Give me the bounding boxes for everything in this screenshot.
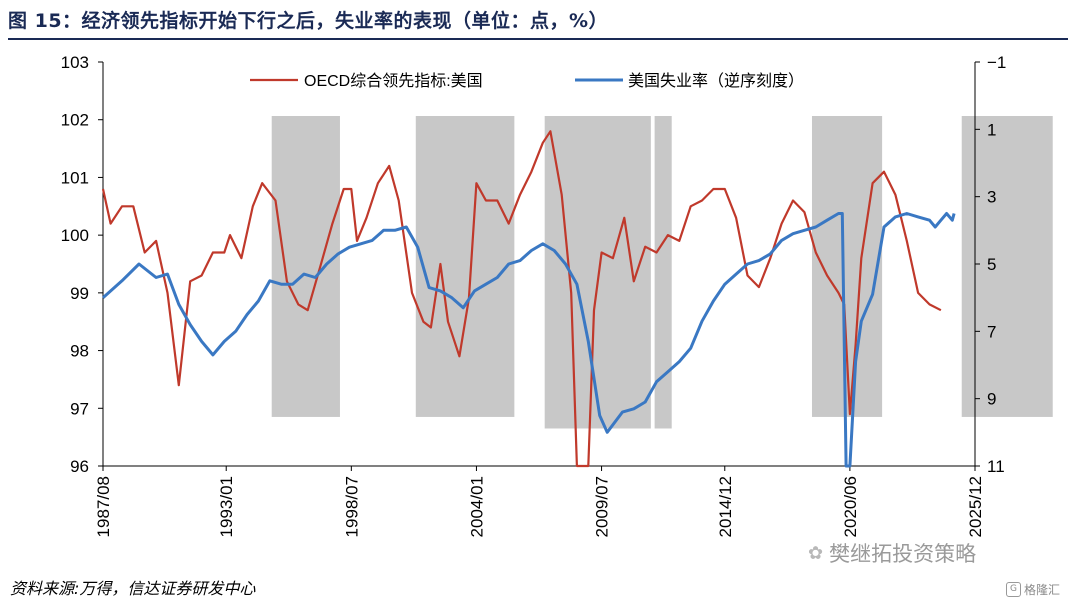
platform-badge: G 格隆汇 bbox=[1006, 581, 1060, 598]
y-left-tick-label-103: 103 bbox=[61, 53, 89, 72]
shaded-periods bbox=[271, 116, 1053, 429]
source-note: 资料来源:万得，信达证券研发中心 bbox=[10, 579, 256, 598]
legend-label-1: OECD综合领先指标:美国 bbox=[304, 72, 483, 90]
series-lines bbox=[101, 130, 956, 468]
watermark: ✿ 樊继拓投资策略 bbox=[808, 538, 976, 568]
y-left-tick-label-98: 98 bbox=[70, 342, 89, 361]
x-tick-label-7: 2020/06 bbox=[841, 476, 860, 537]
chart-axes: 96 97 98 99 100 101 102 103 −1 1 3 5 7 9 11 1987/08 1993… bbox=[61, 53, 1007, 537]
x-tick-label-6: 2014/12 bbox=[716, 476, 735, 537]
y-right-tick-label-7: 7 bbox=[987, 322, 996, 341]
shaded-period-2 bbox=[415, 116, 515, 417]
chart-svg: 96 97 98 99 100 101 102 103 −1 1 3 5 7 9 11 1987/08 1993… bbox=[61, 53, 1053, 537]
title-divider bbox=[8, 38, 1068, 40]
badge-text: 格隆汇 bbox=[1024, 583, 1061, 597]
x-tick-label-8: 2025/12 bbox=[966, 476, 985, 537]
y-left-tick-label-101: 101 bbox=[61, 168, 89, 187]
y-left-tick-label-102: 102 bbox=[61, 111, 89, 130]
x-tick-label-4: 2004/01 bbox=[467, 476, 486, 537]
watermark-text: 樊继拓投资策略 bbox=[829, 542, 977, 566]
unemployment-line bbox=[102, 212, 956, 468]
wechat-icon: ✿ bbox=[808, 542, 824, 564]
legend-label-2: 美国失业率（逆序刻度） bbox=[628, 72, 804, 90]
shaded-period-1 bbox=[271, 116, 340, 417]
x-tick-label-5: 2009/07 bbox=[593, 476, 612, 537]
shaded-period-4 bbox=[654, 116, 672, 429]
x-tick-label-1: 1987/08 bbox=[94, 476, 113, 537]
x-tick-label-3: 1998/07 bbox=[342, 476, 361, 537]
y-right-tick-label-5: 5 bbox=[987, 255, 996, 274]
y-right-tick-label-3: 3 bbox=[987, 188, 996, 207]
shaded-period-6 bbox=[961, 116, 1053, 417]
y-right-tick-label-1: 1 bbox=[987, 120, 996, 139]
gelonghui-icon: G bbox=[1006, 582, 1021, 597]
y-right-tick-label-neg1: −1 bbox=[987, 53, 1006, 72]
y-right-tick-label-11: 11 bbox=[987, 457, 1005, 476]
shaded-period-3 bbox=[544, 116, 651, 429]
x-tick-label-2: 1993/01 bbox=[217, 476, 236, 537]
y-left-tick-label-96: 96 bbox=[70, 457, 89, 476]
y-right-tick-label-9: 9 bbox=[987, 390, 996, 409]
y-left-tick-label-99: 99 bbox=[70, 284, 89, 303]
chart-legend: OECD综合领先指标:美国 美国失业率（逆序刻度） bbox=[250, 72, 804, 90]
figure-title: 图 15：经济领先指标开始下行之后，失业率的表现（单位：点，%） bbox=[8, 10, 609, 32]
y-left-tick-label-97: 97 bbox=[70, 399, 89, 418]
oecd-cli-line bbox=[101, 130, 942, 468]
y-left-tick-label-100: 100 bbox=[61, 226, 89, 245]
